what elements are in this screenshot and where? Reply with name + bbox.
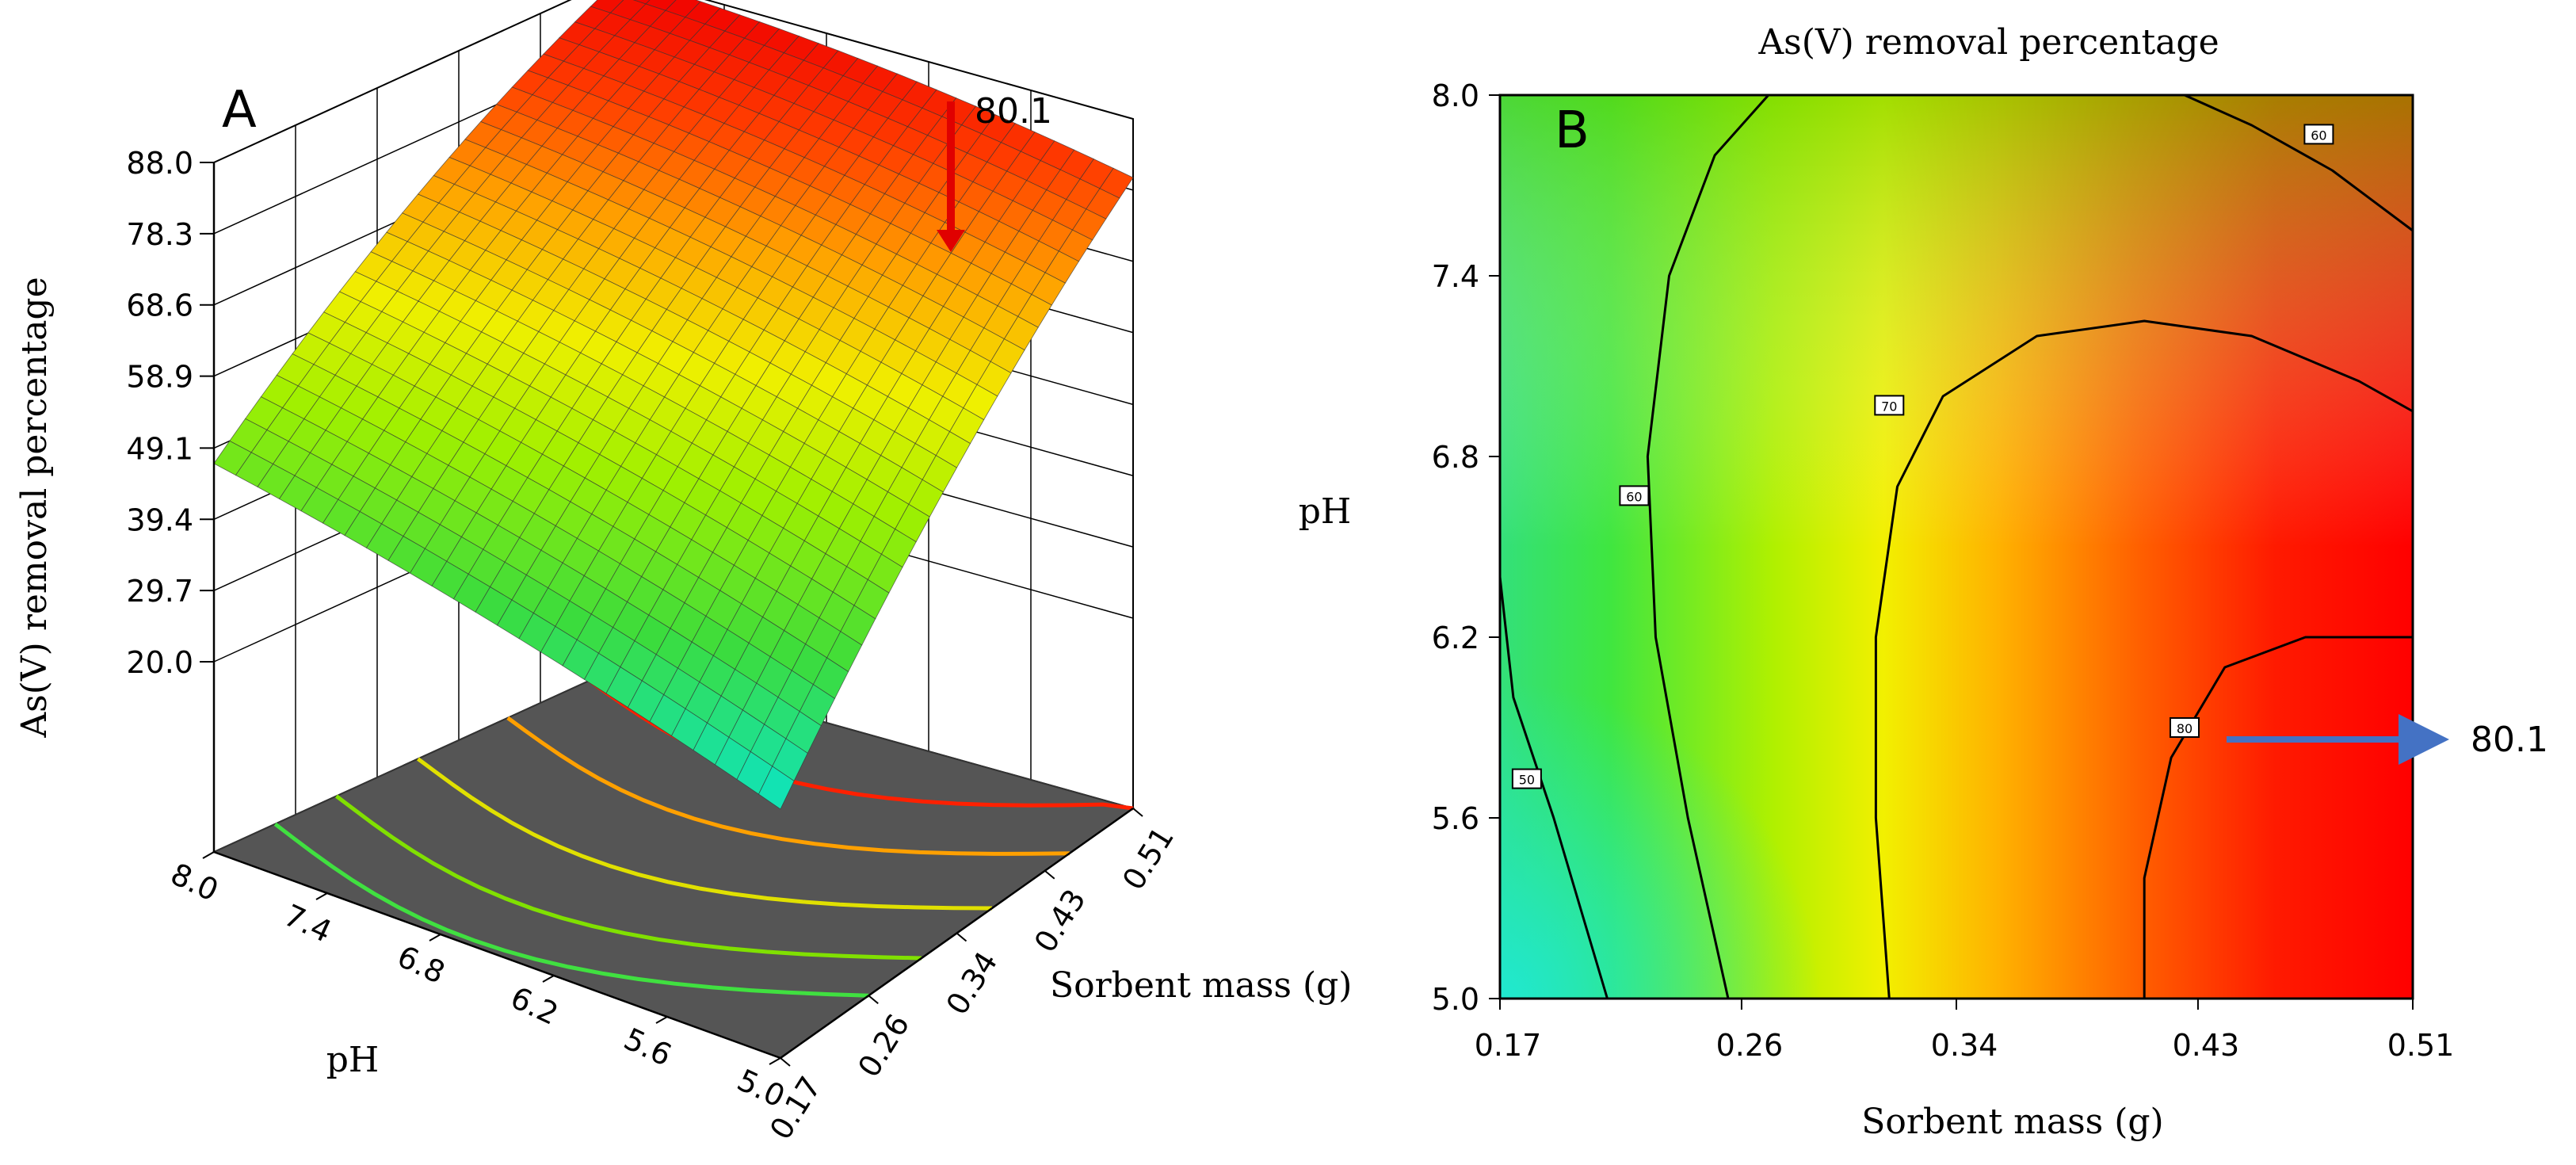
y-tick: [769, 1057, 781, 1065]
contour-x-axis-label: Sorbent mass (g): [1861, 1102, 2163, 1142]
contour-label-text: 60: [2311, 128, 2326, 143]
y-tick: [429, 934, 441, 942]
contour-cyan-corner: [1500, 95, 2413, 999]
y-tick: [315, 892, 328, 900]
contour-x-tick-label: 0.34: [1931, 1028, 1998, 1063]
x-tick: [780, 1057, 791, 1067]
panel-b-contour-plot: As(V) removal percentage 50 60 70 80 60 8.0 7…: [1299, 22, 2548, 1142]
floor-contour-line: [506, 716, 1070, 856]
x-axis-label: Sorbent mass (g): [1050, 965, 1352, 1006]
contour-y-tick-label: 8.0: [1432, 78, 1479, 113]
x-tick-label: 0.51: [1116, 821, 1181, 896]
z-axis-label: As(V) removal percentage: [14, 277, 55, 738]
z-tick-label: 20.0: [126, 645, 193, 680]
contour-x-tick-label: 0.43: [2173, 1028, 2240, 1063]
floor-contour-line: [334, 794, 922, 961]
contour-label: 50: [1511, 768, 1542, 789]
floor-contour-line: [417, 757, 993, 911]
contour-y-ticks: 8.0 7.4 6.8 6.2 5.6 5.0: [1432, 78, 1500, 1017]
z-tick-label: 58.9: [126, 360, 193, 395]
contour-x-tick-label: 0.17: [1475, 1028, 1542, 1063]
y-tick-label: 7.4: [279, 898, 337, 949]
contour-x-ticks: 0.17 0.26 0.34 0.43 0.51: [1475, 999, 2455, 1063]
contour-label: 70: [1874, 395, 1905, 416]
contour-label: 80: [2170, 717, 2200, 738]
panel-b-title: As(V) removal percentage: [1757, 22, 2219, 63]
x-tick-label: 0.34: [939, 945, 1004, 1021]
x-tick: [1044, 869, 1055, 880]
z-tick-label: 88.0: [126, 146, 193, 181]
z-tick-label: 78.3: [126, 217, 193, 252]
contour-y-axis-label: pH: [1299, 491, 1352, 532]
y-tick-label: 5.6: [619, 1022, 677, 1073]
z-tick-label: 29.7: [126, 574, 193, 609]
contour-lines: [1498, 94, 2414, 999]
annotation-value-b: 80.1: [2471, 720, 2548, 760]
contour-labels: 50 60 70 80 60: [1511, 124, 2334, 789]
y-tick: [202, 851, 215, 859]
contour-y-tick-label: 5.6: [1432, 801, 1479, 836]
x-tick-label: 0.26: [851, 1008, 916, 1083]
y-tick-label: 8.0: [166, 857, 223, 908]
contour-label-text: 70: [1881, 399, 1897, 414]
floor-contour-line: [273, 822, 869, 998]
y-tick: [542, 975, 555, 983]
y-tick: [655, 1016, 668, 1024]
panel-a-label: A: [222, 81, 257, 139]
z-tick-label: 68.6: [126, 288, 193, 323]
wall-grid-line: [704, 0, 1134, 120]
z-tick-label: 49.1: [126, 431, 193, 466]
contour-y-tick-label: 6.2: [1432, 621, 1479, 655]
contour-label: 60: [2303, 124, 2334, 145]
contour-line: [2143, 636, 2413, 999]
contour-line: [1874, 319, 2414, 999]
contour-line: [1646, 94, 1769, 999]
x-tick-label: 0.43: [1028, 883, 1093, 958]
y-tick-label: 6.2: [506, 980, 563, 1032]
contour-y-tick-label: 5.0: [1432, 982, 1479, 1017]
annotation-value-a: 80.1: [975, 91, 1052, 132]
y-axis-label: pH: [326, 1040, 380, 1080]
contour-label-text: 80: [2177, 721, 2192, 736]
surface-cell: [758, 766, 795, 810]
z-axis-ticks: 88.0 78.3 68.6 58.9 49.1 39.4 29.7 20.0: [126, 146, 214, 680]
contour-label: 60: [1619, 485, 1650, 506]
contour-y-tick-label: 7.4: [1432, 259, 1479, 294]
x-tick: [868, 995, 879, 1005]
contour-label-text: 60: [1626, 489, 1642, 504]
wall-grid-line: [213, 0, 572, 163]
x-tick: [956, 932, 967, 942]
contour-label-text: 50: [1519, 773, 1535, 788]
contour-y-tick-label: 6.8: [1432, 440, 1479, 475]
y-axis-line: [213, 850, 781, 1060]
x-tick: [1132, 808, 1143, 817]
contour-x-tick-label: 0.51: [2387, 1028, 2455, 1063]
annotation-arrowhead-a: [937, 230, 965, 252]
y-tick-label: 6.8: [392, 939, 450, 991]
contour-line: [2184, 94, 2414, 232]
z-tick-label: 39.4: [126, 502, 193, 537]
floor-contours: [273, 678, 1134, 998]
floor-contour-line: [588, 678, 1134, 811]
panel-b-label: B: [1555, 101, 1589, 160]
panel-a-surface-plot: 88.0 78.3 68.6 58.9 49.1 39.4 29.7 20.0 8.0 7.4 6…: [14, 0, 1352, 1146]
contour-x-tick-label: 0.26: [1716, 1028, 1784, 1063]
response-surface-mesh: [213, 0, 1134, 810]
contour-line: [1498, 576, 1609, 999]
